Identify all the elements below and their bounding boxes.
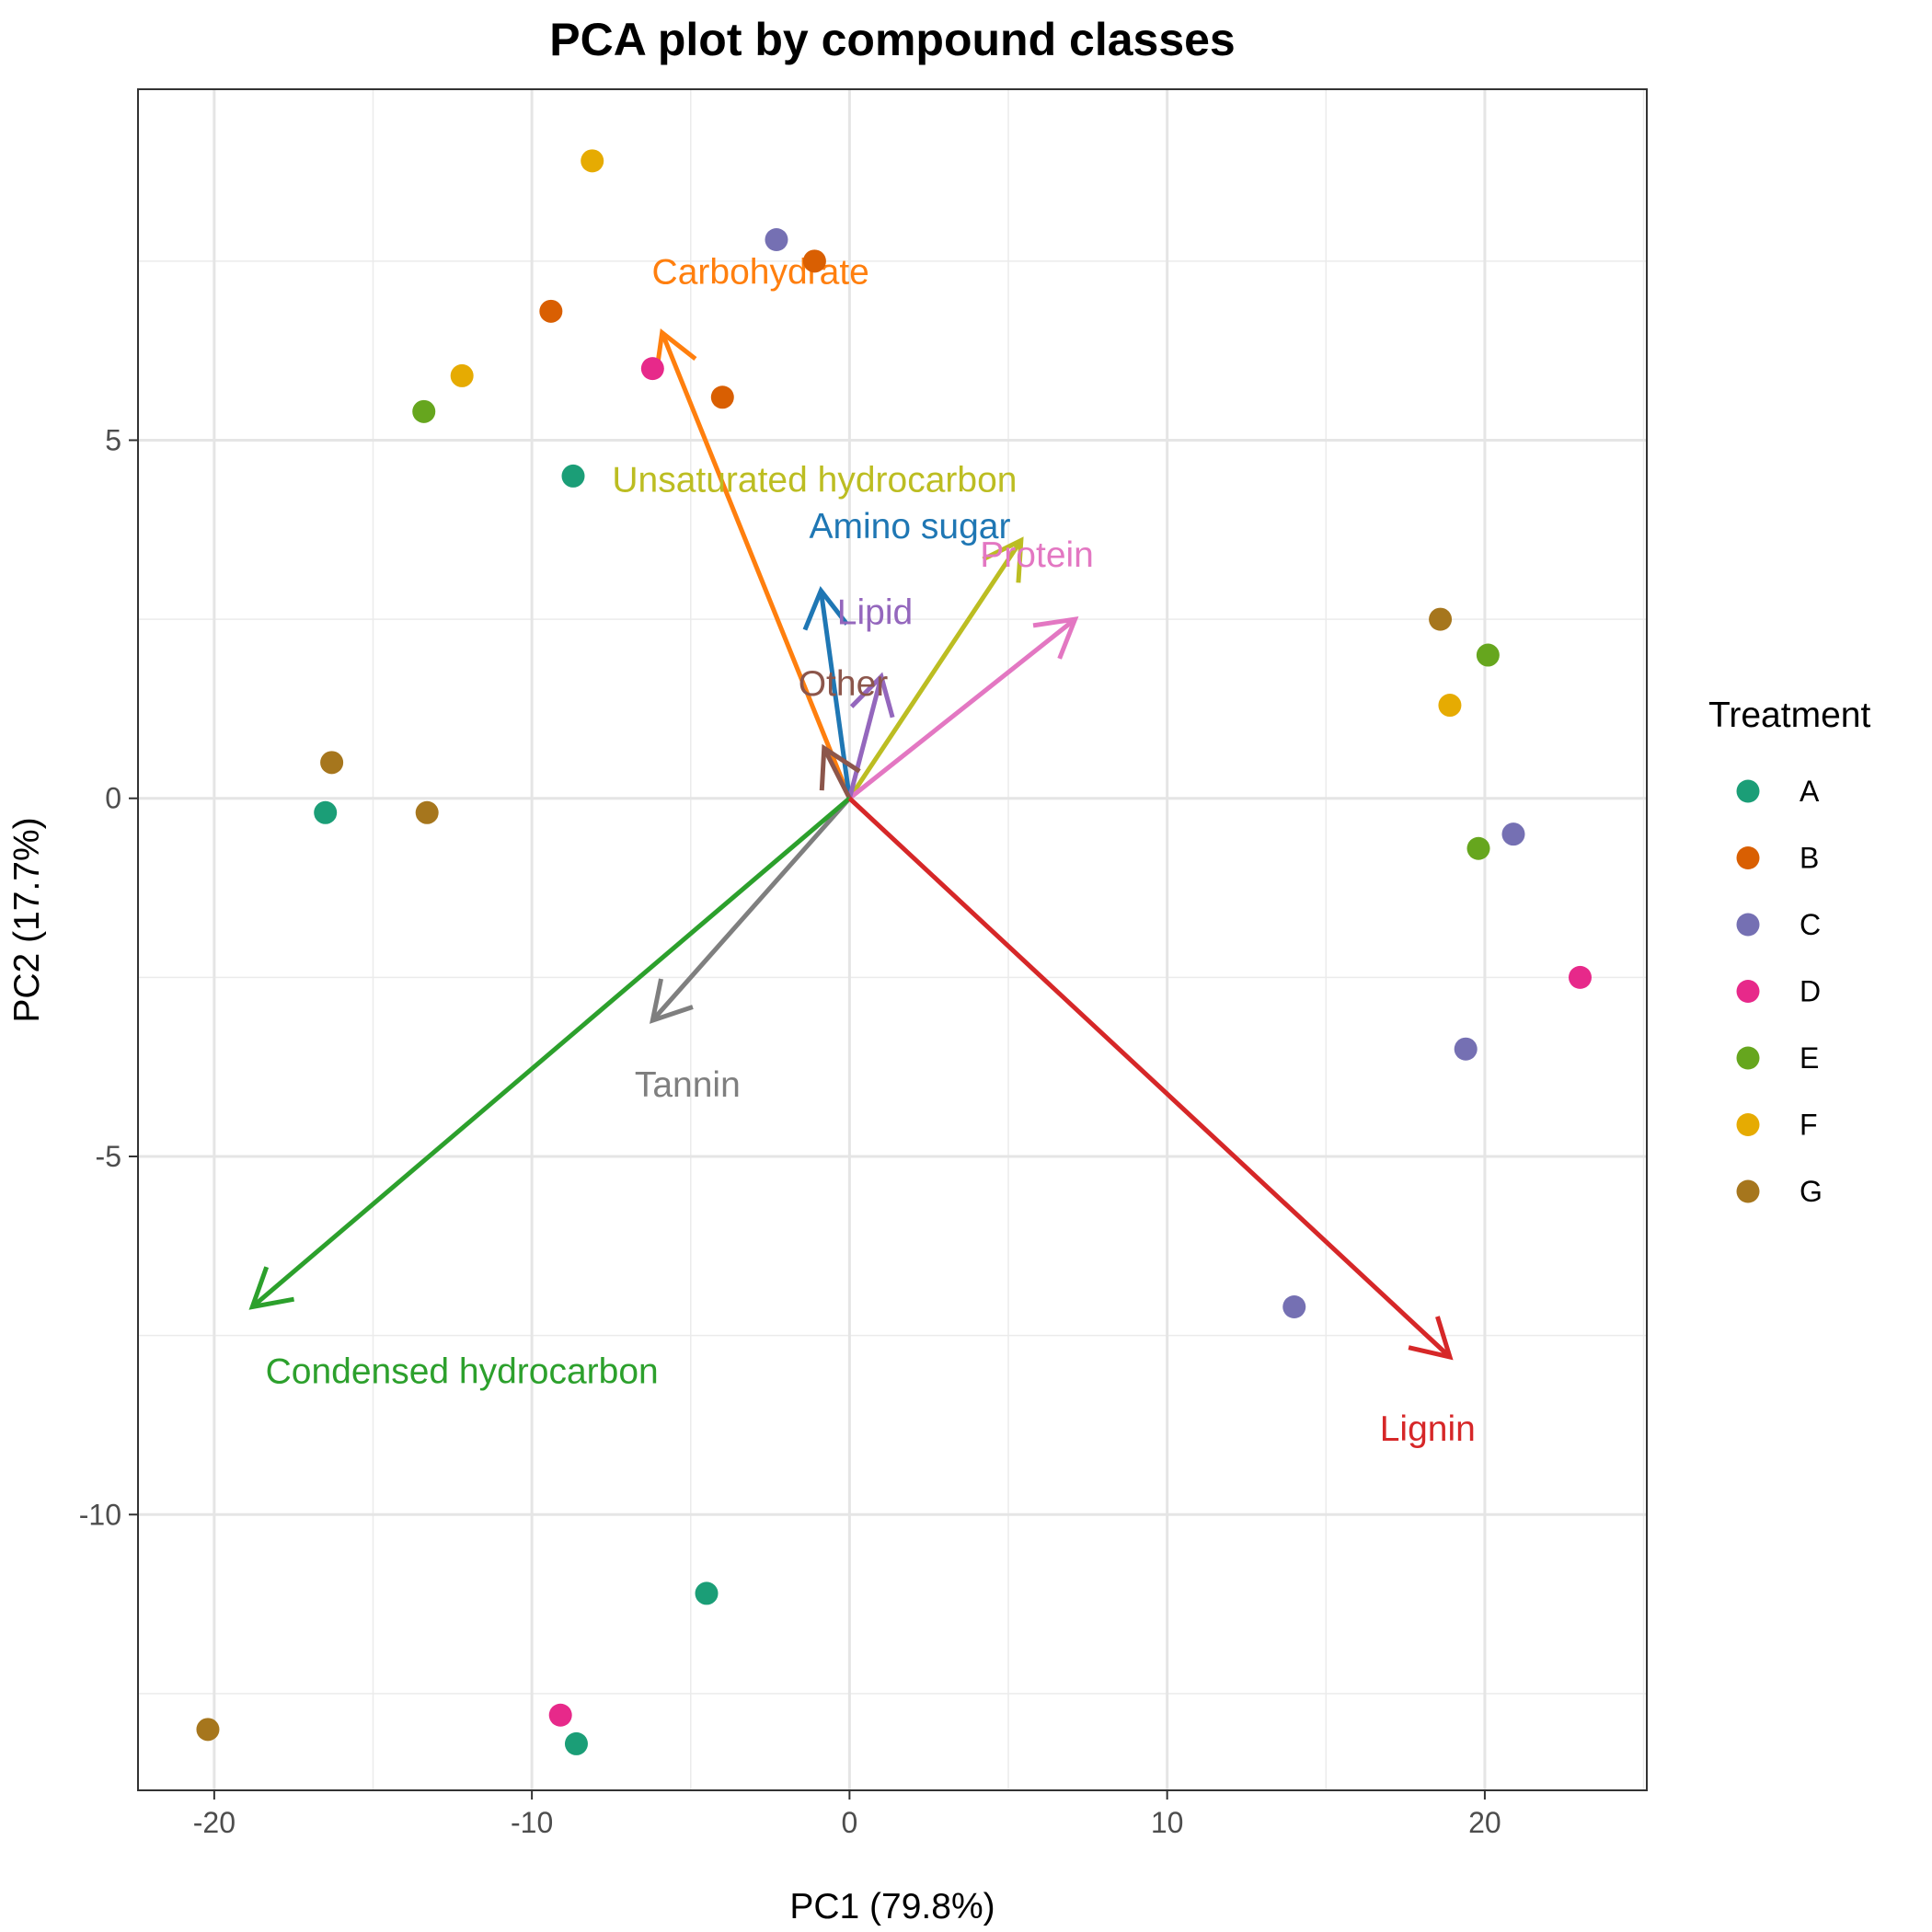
loading-label-tannin: Tannin xyxy=(635,1065,741,1105)
y-tick-label: 0 xyxy=(105,782,121,815)
legend-label-e: E xyxy=(1800,1041,1819,1075)
point-treatment-f xyxy=(581,149,604,173)
x-tick-label: 20 xyxy=(1468,1806,1501,1839)
loading-arrow-lipid xyxy=(846,675,884,799)
x-axis-ticks: -20 -10 0 10 20 xyxy=(193,1790,1501,1839)
legend-label-a: A xyxy=(1800,775,1820,808)
point-treatment-e xyxy=(412,399,436,423)
legend-key-d xyxy=(1736,980,1760,1003)
legend-label-d: D xyxy=(1800,975,1821,1008)
legend: Treatment A BC DE FG xyxy=(1708,696,1870,1208)
point-treatment-d xyxy=(548,1703,572,1727)
loading-arrow-unsaturated-hydrocarbon xyxy=(847,539,1023,800)
legend-key-b xyxy=(1736,846,1760,869)
loading-arrowhead-protein xyxy=(1032,616,1079,660)
legend-key-f xyxy=(1736,1113,1760,1136)
loading-arrowhead-tannin xyxy=(650,978,694,1024)
loading-arrow-protein xyxy=(847,617,1077,800)
x-tick-label: 0 xyxy=(841,1806,857,1839)
legend-key-a xyxy=(1736,779,1760,803)
point-treatment-g xyxy=(196,1718,220,1742)
point-treatment-d xyxy=(1568,965,1592,989)
loading-arrowhead-lipid xyxy=(849,672,895,719)
y-tick-label: 5 xyxy=(105,423,121,456)
plot-panel xyxy=(137,88,1648,1791)
point-treatment-b xyxy=(802,249,826,273)
point-treatment-c xyxy=(1454,1037,1478,1061)
major-gridlines xyxy=(138,89,1647,1790)
point-treatment-f xyxy=(450,363,474,387)
loading-arrowhead-unsaturated-hydrocarbon xyxy=(982,536,1024,583)
loading-arrow-condensed-hydrocarbon xyxy=(250,796,852,1309)
x-tick-label: -20 xyxy=(193,1806,236,1839)
x-tick-label: -10 xyxy=(511,1806,553,1839)
loading-label-lipid: Lipid xyxy=(837,592,913,632)
score-points xyxy=(196,149,1592,1755)
loading-label-other: Other xyxy=(799,664,889,704)
point-treatment-g xyxy=(1429,607,1453,631)
point-treatment-g xyxy=(415,800,439,824)
legend-key-g xyxy=(1736,1179,1760,1203)
loading-arrowhead-other xyxy=(819,743,861,791)
point-treatment-c xyxy=(1501,822,1525,846)
point-treatment-c xyxy=(765,227,788,251)
y-axis-title: PC2 (17.7%) xyxy=(7,817,47,1022)
y-tick-label: -10 xyxy=(79,1498,121,1531)
loading-label-protein: Protein xyxy=(980,535,1094,575)
point-treatment-d xyxy=(640,357,664,381)
point-treatment-e xyxy=(1476,643,1500,667)
point-treatment-a xyxy=(314,800,338,824)
loading-label-carbohydrate: Carbohydrate xyxy=(652,253,869,293)
legend-label-g: G xyxy=(1800,1175,1823,1208)
point-treatment-b xyxy=(539,299,563,323)
point-treatment-c xyxy=(1282,1294,1306,1318)
point-treatment-a xyxy=(695,1581,719,1605)
x-axis-title: PC1 (79.8%) xyxy=(789,1887,995,1926)
loading-arrows: Carbohydrate Unsaturated hydrocarbon Amino… xyxy=(248,253,1476,1449)
legend-title: Treatment xyxy=(1708,696,1870,735)
loading-label-amino-sugar: Amino sugar xyxy=(810,507,1011,546)
loading-arrowhead-lignin xyxy=(1408,1316,1454,1361)
x-tick-label: 10 xyxy=(1151,1806,1184,1839)
loading-arrow-other xyxy=(822,747,852,799)
point-treatment-a xyxy=(561,464,585,488)
legend-key-e xyxy=(1736,1046,1760,1070)
point-treatment-f xyxy=(1438,694,1462,718)
point-treatment-a xyxy=(564,1731,588,1755)
point-treatment-b xyxy=(710,385,734,409)
minor-gridlines xyxy=(138,89,1647,1790)
legend-label-f: F xyxy=(1800,1109,1818,1142)
loading-label-lignin: Lignin xyxy=(1380,1409,1476,1449)
legend-key-c xyxy=(1736,913,1760,937)
legend-label-b: B xyxy=(1800,842,1819,875)
loading-arrow-carbohydrate xyxy=(660,331,852,799)
legend-label-c: C xyxy=(1800,908,1821,941)
loading-arrowhead-amino-sugar xyxy=(802,586,849,631)
point-treatment-g xyxy=(320,751,344,775)
loading-label-condensed-hydrocarbon: Condensed hydrocarbon xyxy=(266,1352,659,1392)
point-treatment-e xyxy=(1466,836,1490,860)
loading-arrow-tannin xyxy=(650,797,852,1022)
loading-arrowhead-condensed-hydrocarbon xyxy=(248,1266,294,1310)
loading-arrow-lignin xyxy=(847,796,1452,1359)
y-axis-ticks: -10 -5 0 5 xyxy=(79,423,138,1531)
chart-title: PCA plot by compound classes xyxy=(549,14,1236,65)
y-tick-label: -5 xyxy=(96,1140,121,1173)
loading-label-unsaturated-hydrocarbon: Unsaturated hydrocarbon xyxy=(612,460,1017,500)
